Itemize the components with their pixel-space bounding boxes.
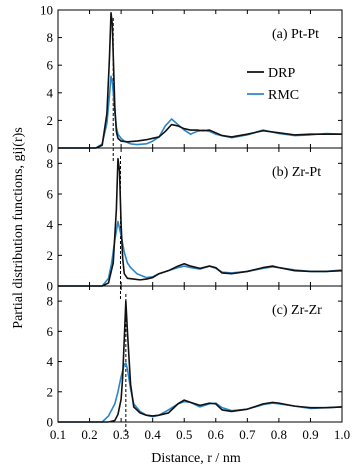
y-tick-label: 8 [47,156,54,171]
x-tick-label: 0.3 [113,427,129,442]
x-ticks: 0.1 0.2 0.3 0.4 0.5 0.6 0.7 0.8 0.9 1.0 [50,427,350,442]
series-line-drp [58,11,342,149]
y-tick-label: 6 [47,324,54,339]
y-tick-label: 2 [47,384,54,399]
x-tick-label: 1.0 [334,427,350,442]
panel-label: (a) Pt-Pt [272,27,319,42]
series-line-rmc [58,75,343,149]
y-tick-label: 0 [47,415,54,430]
x-tick-label: 0.1 [50,427,66,442]
y-tick-label: 2 [47,113,54,128]
x-tick-label: 0.6 [208,427,225,442]
panel-label: (b) Zr-Pt [272,165,321,180]
x-tick-label: 0.9 [302,427,318,442]
x-tick-label: 0.4 [145,427,162,442]
series-line-rmc [58,220,343,287]
panel-label: (c) Zr-Zr [272,303,322,318]
x-tick-label: 0.5 [176,427,192,442]
y-axis-label: Partial distribution functions, gij(r)s [11,127,26,328]
y-tick-label: 8 [47,294,54,309]
y-tick-label: 4 [47,85,54,100]
y-tick-label: 0 [47,279,54,294]
x-tick-label: 0.2 [81,427,97,442]
legend-label-rmc: RMC [268,88,299,103]
panels-layer: 0 2 4 6 8 10 (a) Pt-Pt 0 2 4 6 8 (b) Zr-Pt 0 2 4 6 8 (c) Z… [40,3,343,436]
panel-3: 0 2 4 6 8 (c) Zr-Zr [47,285,343,436]
y-tick-label: 10 [40,3,53,18]
series-line-drp [58,157,343,287]
y-tick-label: 4 [47,217,54,232]
y-tick-label: 4 [47,354,54,369]
y-tick-label: 6 [47,187,54,202]
x-axis-label: Distance, r / nm [151,451,241,466]
panel-frame [57,285,343,423]
y-tick-label: 0 [47,141,54,156]
x-tick-label: 0.8 [271,427,287,442]
legend-label-drp: DRP [268,66,295,81]
series-line-rmc [58,362,343,423]
legend: DRP RMC [247,66,299,103]
y-tick-label: 8 [47,30,54,45]
y-tick-label: 2 [47,248,54,263]
x-tick-label: 0.7 [239,427,256,442]
panel-2: 0 2 4 6 8 (b) Zr-Pt [47,147,343,300]
y-tick-label: 6 [47,58,54,73]
panel-1: 0 2 4 6 8 10 (a) Pt-Pt [40,3,343,162]
series-line-drp [58,300,343,423]
